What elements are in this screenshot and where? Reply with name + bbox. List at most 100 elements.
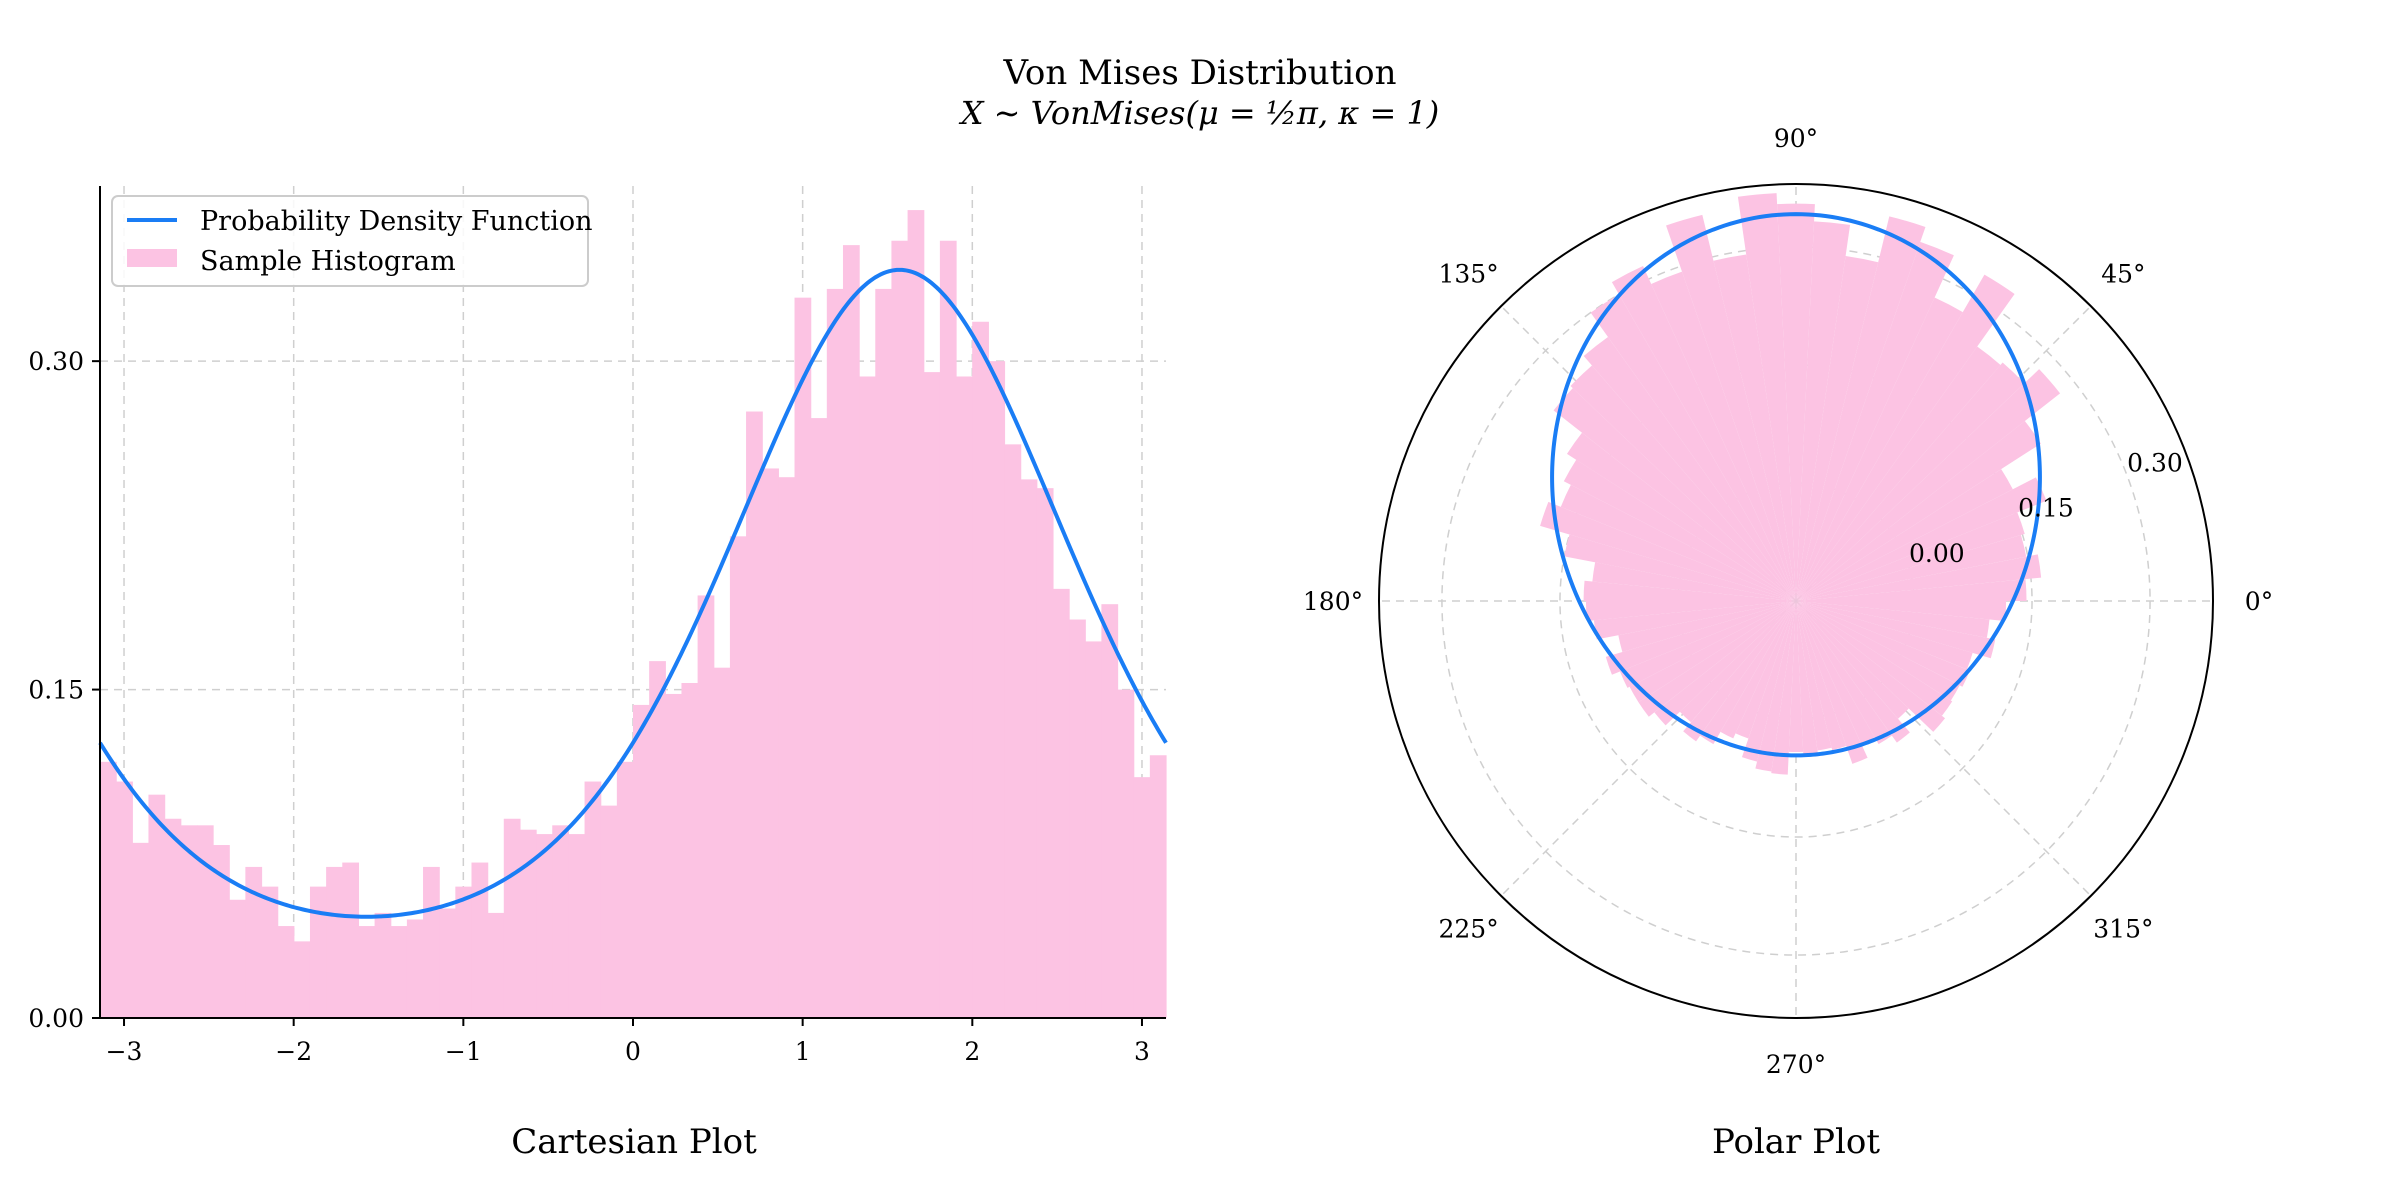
chart-subtitle: X ∼ VonMises(μ = ½π, κ = 1) (958, 94, 1440, 132)
polar-histogram-bar (1796, 469, 2013, 601)
histogram-bar (471, 862, 489, 1018)
polar-histogram-bar (1796, 601, 1909, 719)
histogram-bar (164, 818, 182, 1018)
polar-pdf-line (1550, 212, 2042, 758)
polar-histogram-bar (1654, 601, 1796, 726)
histogram-bar (245, 866, 263, 1018)
histogram-bar (1117, 689, 1135, 1018)
polar-histogram-bar (1585, 601, 1796, 621)
polar-histogram-bar (1566, 432, 1796, 601)
x-tick-label: 1 (795, 1037, 811, 1066)
polar-histogram-bar (1796, 256, 1879, 601)
polar-histogram-bar (1583, 580, 1796, 601)
histogram-bar (277, 926, 295, 1018)
angle-tick-label: 270° (1766, 1050, 1826, 1079)
histogram-bar (810, 418, 828, 1018)
polar-frame (1378, 183, 2214, 1019)
histogram-bar (293, 941, 311, 1018)
histogram-bar (326, 866, 343, 1018)
cartesian-histogram (100, 210, 1167, 1019)
histogram-bar (746, 411, 763, 1019)
polar-histogram-bar (1796, 274, 2015, 601)
polar-histogram-bar (1796, 477, 2047, 601)
x-tick-label: −1 (445, 1037, 482, 1066)
polar-histogram-bar (1796, 512, 2025, 601)
histogram-bar (762, 468, 779, 1018)
histogram-bar (229, 899, 246, 1018)
x-tick-label: −3 (106, 1037, 143, 1066)
polar-histogram-bar (1720, 601, 1796, 739)
polar-histogram-bar (1755, 601, 1796, 772)
legend-label-histogram: Sample Histogram (200, 246, 456, 277)
cartesian-tick-labels: −3 −2 −1 0 1 2 3 0.00 0.15 0.30 (28, 347, 1150, 1066)
polar-histogram-bar (1796, 579, 2027, 601)
polar-histogram-bar (1796, 421, 2041, 601)
polar-tick-labels: 0° 45° 90° 135° 180° 225° 270° 315° 0.00 0.15 0.30 (1303, 124, 2273, 1079)
polar-histogram (1540, 193, 2061, 775)
histogram-bar (455, 886, 473, 1018)
histogram-bar (923, 372, 941, 1019)
y-tick-label: 0.15 (28, 676, 84, 705)
polar-histogram-bar (1796, 534, 2027, 601)
legend-histogram-swatch (127, 249, 177, 267)
x-tick-label: 3 (1134, 1037, 1150, 1066)
polar-histogram-bar (1735, 601, 1796, 739)
polar-histogram-bar (1570, 365, 1796, 601)
polar-histogram-bar (1666, 214, 1796, 601)
histogram-bar (213, 845, 230, 1018)
histogram-bar (697, 595, 715, 1018)
angle-tick-label: 135° (1439, 260, 1499, 289)
histogram-bar (988, 361, 1006, 1018)
histogram-bar (875, 288, 893, 1018)
histogram-bar (196, 825, 214, 1018)
histogram-bar (552, 825, 569, 1018)
polar-histogram-bar (1741, 601, 1796, 762)
histogram-bar (972, 321, 989, 1018)
histogram-bar (665, 693, 683, 1018)
polar-histogram-bar (1540, 501, 1796, 601)
polar-histogram-bar (1796, 601, 1946, 732)
histogram-bar (1004, 444, 1022, 1018)
polar-histogram-bar (1796, 601, 1990, 638)
polar-histogram-bar (1796, 297, 1963, 601)
histogram-bar (261, 886, 279, 1018)
polar-panel: 0° 45° 90° 135° 180° 225° 270° 315° 0.00 0.15 0.30… (1303, 124, 2273, 1162)
polar-histogram-bar (1679, 601, 1796, 723)
polar-histogram-bar (1611, 266, 1796, 601)
polar-histogram-bar (1796, 601, 1847, 751)
histogram-bar (616, 761, 634, 1018)
histogram-bar (406, 919, 424, 1018)
histogram-bar (374, 912, 392, 1018)
histogram-bar (778, 477, 796, 1018)
radial-tick-label: 0.15 (2018, 494, 2074, 523)
histogram-bar (729, 536, 747, 1018)
polar-histogram-bar (1796, 216, 1926, 601)
polar-histogram-bar (1713, 254, 1796, 601)
polar-histogram-bar (1796, 601, 1875, 745)
radial-tick-label: 0.30 (2127, 449, 2183, 478)
angle-tick-label: 180° (1303, 587, 1363, 616)
histogram-bar (1133, 777, 1151, 1018)
polar-histogram-bar (1796, 601, 1960, 701)
polar-histogram-bar (1563, 459, 1796, 601)
polar-histogram-bar (1796, 601, 1996, 659)
angle-tick-label: 45° (2101, 260, 2145, 289)
polar-histogram-bar (1796, 601, 1970, 687)
histogram-bar (600, 805, 618, 1018)
x-tick-label: 0 (625, 1037, 641, 1066)
histogram-bar (649, 661, 666, 1018)
x-tick-label: −2 (275, 1037, 312, 1066)
histogram-bar (1149, 755, 1167, 1018)
histogram-bar (956, 376, 973, 1018)
polar-panel-title: Polar Plot (1712, 1122, 1880, 1162)
histogram-bar (487, 912, 505, 1018)
histogram-bar (1052, 588, 1070, 1018)
histogram-bar (1069, 619, 1086, 1018)
radial-tick-label: 0.00 (1909, 539, 1965, 568)
polar-histogram-bar (1629, 601, 1796, 703)
polar-histogram-bar (1796, 241, 1954, 601)
polar-histogram-bar (1560, 484, 1796, 601)
polar-histogram-bar (1796, 221, 1851, 601)
histogram-bar (116, 781, 133, 1018)
